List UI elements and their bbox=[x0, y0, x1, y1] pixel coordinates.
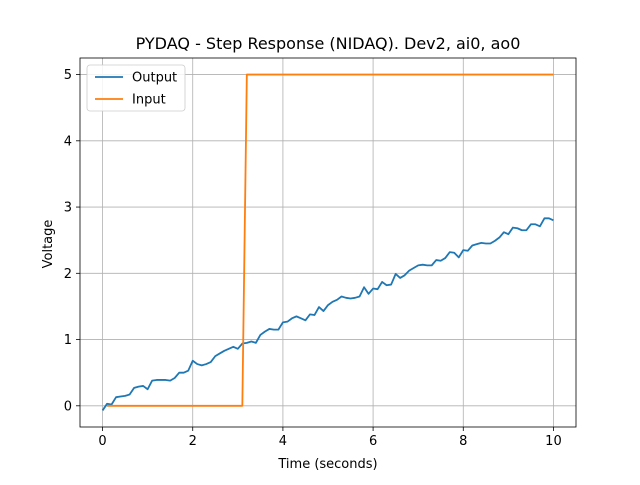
plot-series bbox=[101, 73, 554, 411]
chart-legend: Output Input bbox=[86, 64, 186, 112]
x-tick-label: 6 bbox=[369, 434, 377, 449]
y-tick-label: 2 bbox=[64, 267, 72, 282]
x-axis-label: Time (seconds) bbox=[277, 457, 377, 472]
axes-frame bbox=[79, 57, 577, 428]
axis-ticks: 0 2 4 6 8 10 0 1 2 3 4 5 bbox=[64, 68, 562, 449]
chart-title: PYDAQ - Step Response (NIDAQ). Dev2, ai0… bbox=[136, 34, 521, 53]
y-tick-label: 3 bbox=[64, 201, 72, 216]
y-tick-label: 4 bbox=[64, 134, 72, 149]
legend-label-output: Output bbox=[132, 71, 177, 86]
y-tick-label: 5 bbox=[64, 68, 72, 83]
y-tick-label: 1 bbox=[64, 333, 72, 348]
x-tick-label: 8 bbox=[459, 434, 467, 449]
series-line-output bbox=[101, 217, 554, 411]
grid-lines bbox=[80, 58, 576, 427]
legend-label-input: Input bbox=[132, 93, 166, 108]
x-tick-label: 4 bbox=[279, 434, 287, 449]
y-tick-label: 0 bbox=[64, 399, 72, 414]
y-axis-label: Voltage bbox=[41, 220, 56, 269]
x-tick-label: 10 bbox=[545, 434, 562, 449]
series-line-input bbox=[107, 73, 554, 407]
x-tick-label: 2 bbox=[189, 434, 197, 449]
x-tick-label: 0 bbox=[98, 434, 106, 449]
